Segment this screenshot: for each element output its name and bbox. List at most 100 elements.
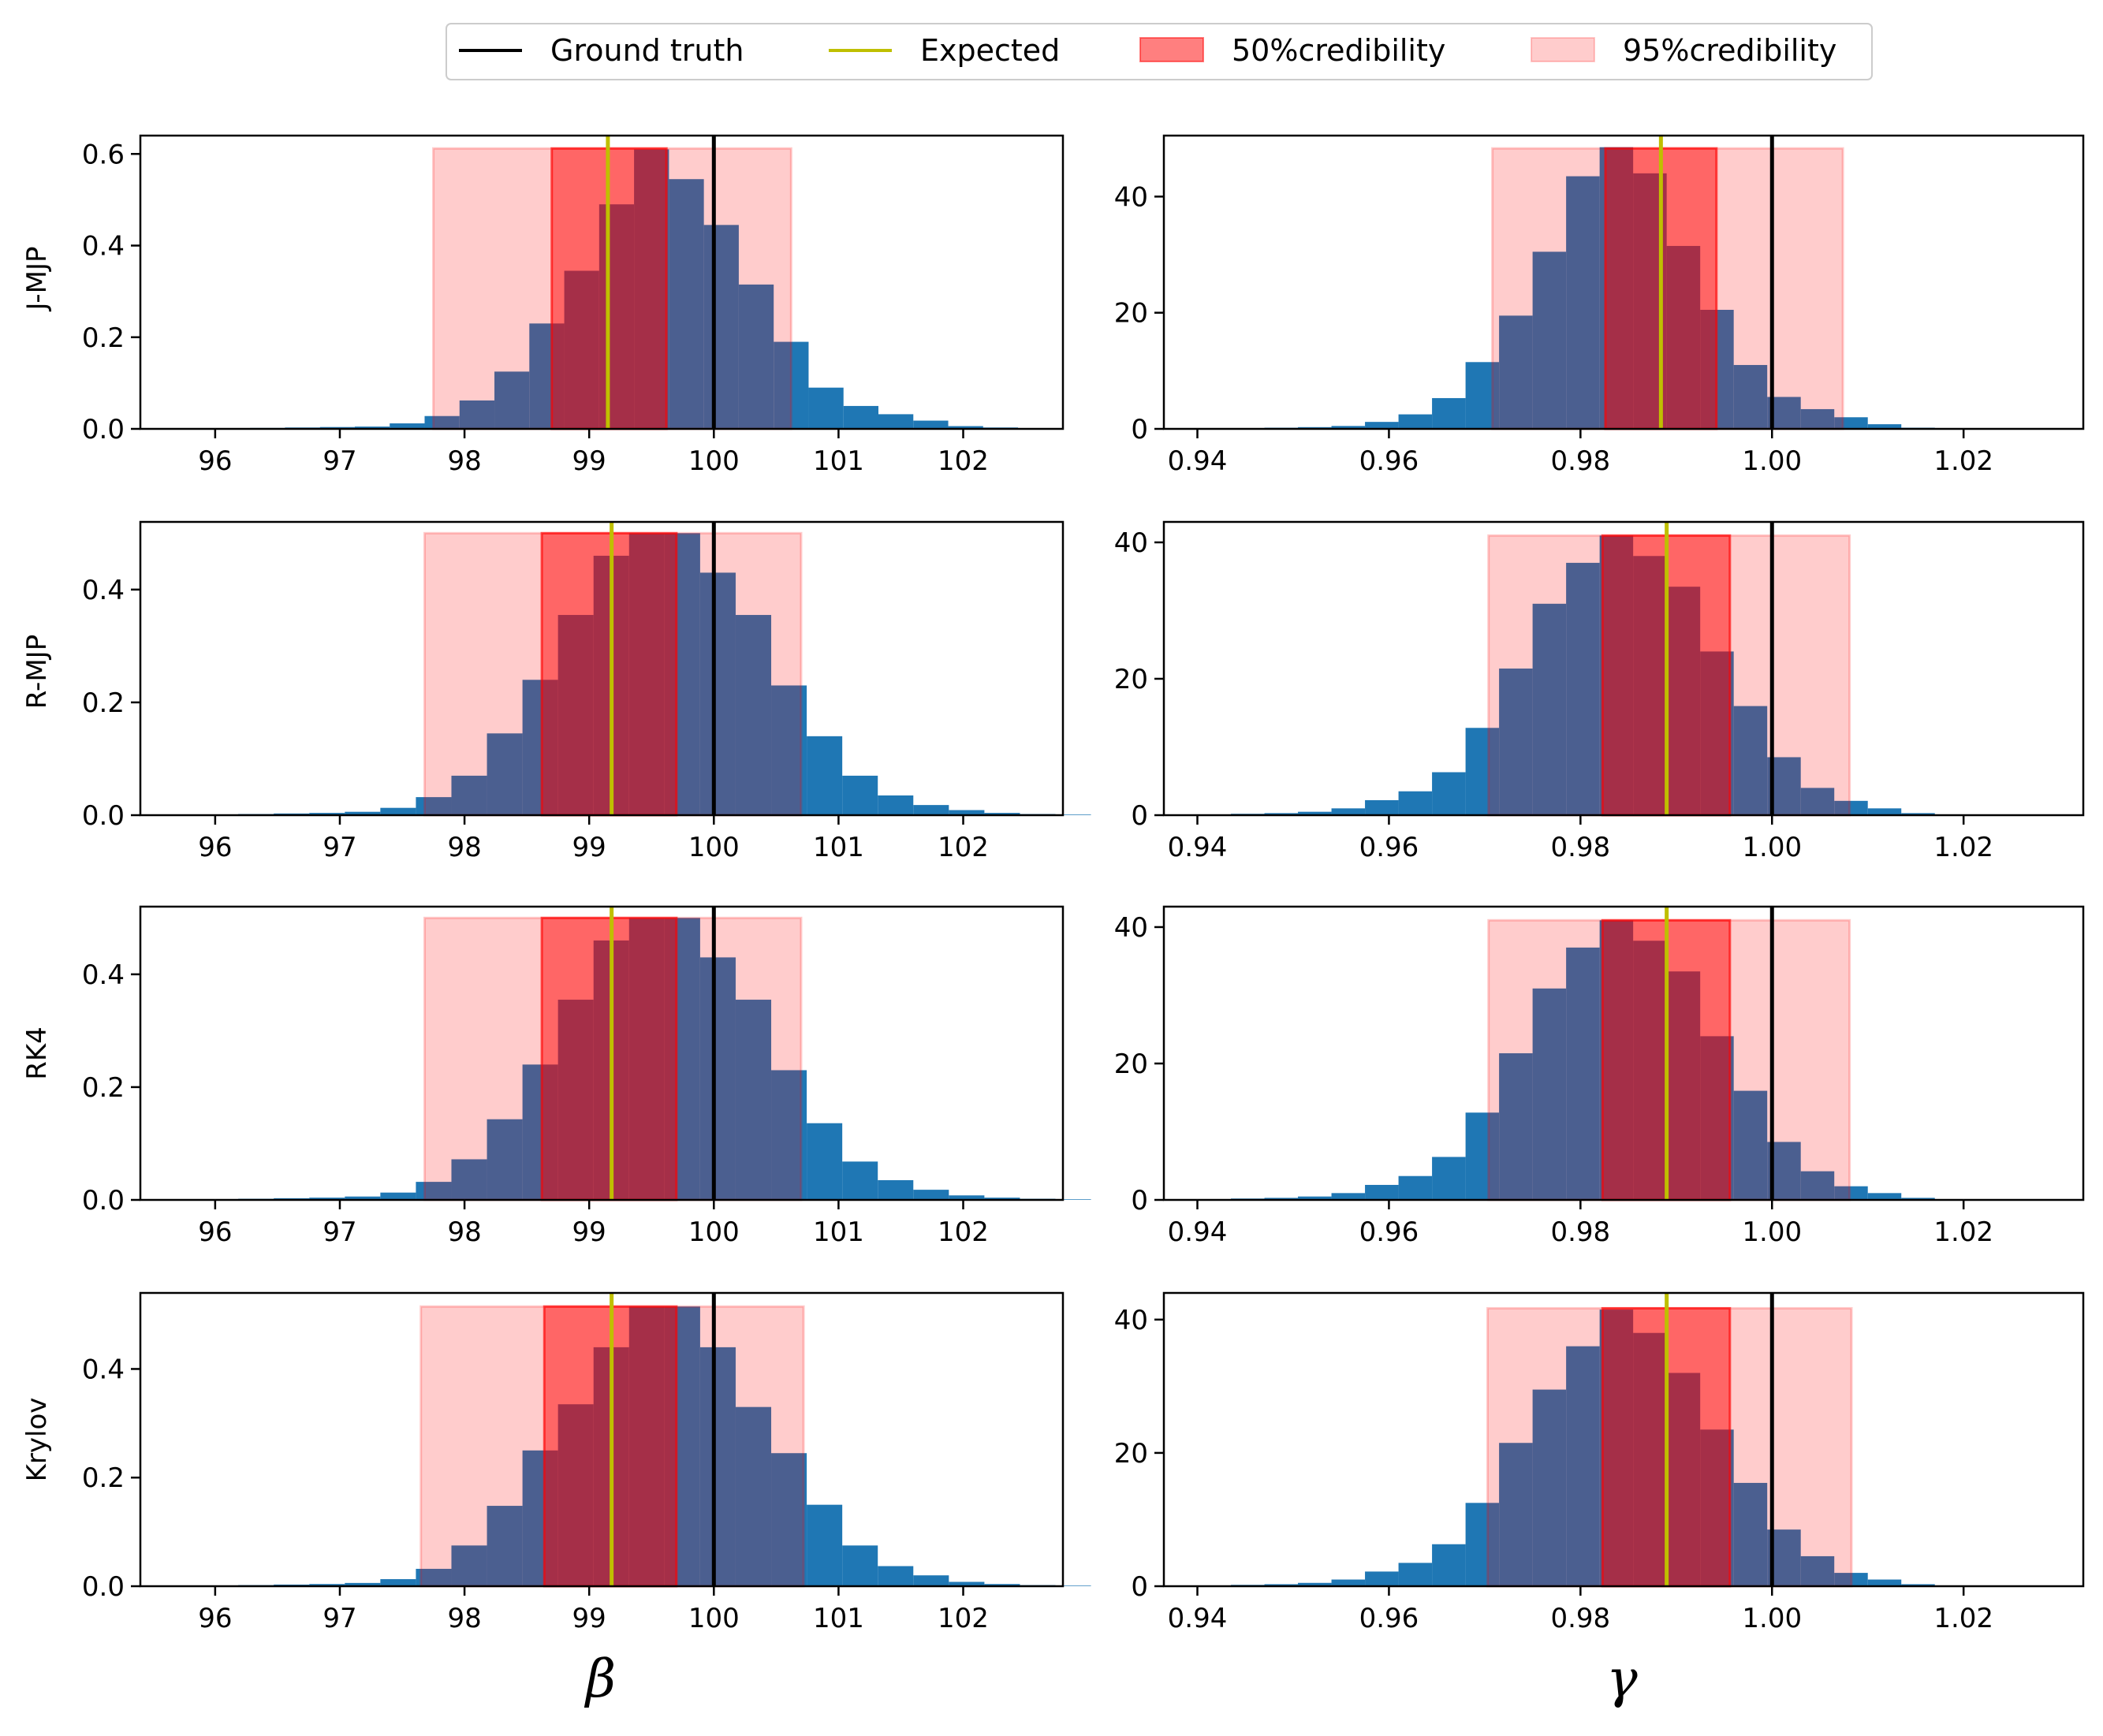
histogram-bar <box>669 179 704 429</box>
y-tick-label: 0.0 <box>82 1185 125 1216</box>
histogram-bar <box>1331 426 1366 429</box>
x-tick-label: 99 <box>572 445 606 477</box>
y-tick-label: 0.4 <box>82 231 125 263</box>
panel-jmjp-gamma: 0.94 0.96 0.98 1.00 1.02 0 20 40 <box>1114 134 2085 477</box>
histogram-bar <box>1867 1579 1902 1586</box>
histogram-bar <box>1432 1157 1466 1200</box>
x-tick-label: 96 <box>198 1216 232 1248</box>
row-label-rmjp: R-MJP <box>21 635 53 709</box>
y-tick-label: 0.2 <box>82 1072 125 1104</box>
legend-expected-label: Expected <box>920 33 1060 68</box>
histogram-bar <box>842 1545 878 1586</box>
x-tick-label: 96 <box>198 832 232 863</box>
histogram-bar <box>487 1119 523 1200</box>
histogram-bar <box>1532 988 1567 1200</box>
legend-cred50-label: 50%credibility <box>1232 33 1445 68</box>
x-tick-label: 0.94 <box>1168 832 1228 863</box>
axes-frame <box>1162 905 2085 1201</box>
histogram-bar <box>807 1504 843 1586</box>
axes-frame <box>1162 520 2085 817</box>
histogram-bar <box>459 400 495 429</box>
histogram-bar <box>1055 1199 1091 1200</box>
x-tick-label: 99 <box>572 832 606 863</box>
histogram-bar <box>1901 1584 1935 1586</box>
x-tick-label: 0.94 <box>1168 1603 1228 1634</box>
histogram-bar <box>1499 669 1533 815</box>
x-tick-label: 0.98 <box>1550 1603 1610 1634</box>
histogram-bar <box>913 805 949 815</box>
x-tick-label: 0.98 <box>1550 1216 1610 1248</box>
axes-frame <box>139 1291 1065 1588</box>
histogram-bar <box>1465 728 1500 815</box>
axes-frame <box>1162 1291 2085 1588</box>
axes-frame <box>139 905 1065 1201</box>
x-tick-label: 1.02 <box>1933 445 1993 477</box>
x-tick-label: 0.98 <box>1550 445 1610 477</box>
histogram-bar <box>1264 1584 1299 1586</box>
histogram-bar <box>1566 176 1600 429</box>
legend-ground-truth-label: Ground truth <box>550 33 744 68</box>
histogram-bar <box>1331 1579 1366 1586</box>
histogram-bar <box>735 615 772 815</box>
row-label-jmjp: J-MJP <box>21 247 53 312</box>
panel-rk4-beta: 96 97 98 99 100 101 102 0.0 0.2 0.4 <box>82 905 1091 1248</box>
x-tick-label: 102 <box>938 1216 989 1248</box>
axes-frame <box>139 134 1065 430</box>
y-tick-label: 0.4 <box>82 575 125 606</box>
histogram-bar <box>309 813 345 815</box>
histogram-bar <box>1867 1193 1902 1200</box>
legend-cred95-swatch <box>1531 37 1595 62</box>
histogram-bar <box>1432 397 1466 429</box>
histogram-bar <box>1499 1053 1533 1200</box>
legend: Ground truth Expected 50%credibility 95%… <box>446 23 1873 80</box>
histogram-bar <box>345 1582 381 1586</box>
row-label-krylov: Krylov <box>21 1398 53 1482</box>
axes-frame <box>1162 134 2085 430</box>
histogram-bar <box>842 775 878 815</box>
y-tick-label: 40 <box>1114 181 1148 213</box>
x-tick-label: 99 <box>572 1603 606 1634</box>
histogram-bar <box>1298 811 1332 815</box>
histogram-bar <box>808 387 844 429</box>
histogram-bar <box>380 1192 416 1200</box>
legend-cred50-swatch <box>1139 37 1204 62</box>
histogram-bar <box>1499 1443 1533 1586</box>
histogram-bar <box>1055 814 1091 815</box>
x-tick-label: 97 <box>323 1603 356 1634</box>
histogram-bar <box>878 1566 914 1586</box>
histogram-bar <box>354 427 390 429</box>
histogram-bar <box>878 414 914 429</box>
histogram-bar <box>1867 424 1902 429</box>
histogram-bar <box>949 810 985 815</box>
histogram-bar <box>842 1161 878 1200</box>
histogram-bar <box>1432 772 1466 815</box>
histogram-bar <box>1532 1389 1567 1586</box>
histogram-bar <box>1800 788 1835 815</box>
histogram-bar <box>1465 362 1500 429</box>
histogram-bar <box>1398 1175 1433 1200</box>
histogram-bar <box>1465 1112 1500 1200</box>
y-tick-label: 0 <box>1131 414 1148 445</box>
histogram-bar <box>1867 808 1902 815</box>
histogram-bar <box>913 1575 949 1586</box>
y-tick-label: 0 <box>1131 1571 1148 1603</box>
histogram-bar <box>1365 422 1399 429</box>
histogram-bar <box>771 1453 807 1586</box>
x-tick-label: 98 <box>447 1216 481 1248</box>
x-tick-label: 0.96 <box>1359 1216 1419 1248</box>
histogram-bar <box>380 1579 416 1586</box>
panel-jmjp-beta: 96 97 98 99 100 101 102 0.0 0.2 0.4 0.6 <box>82 134 1065 477</box>
histogram-bar <box>699 1347 736 1586</box>
histogram-bar <box>1331 808 1366 815</box>
panel-rmjp-gamma: 0.94 0.96 0.98 1.00 1.02 0 20 40 <box>1114 520 2085 863</box>
histogram-bar <box>487 733 523 815</box>
histogram-bar <box>1331 1193 1366 1200</box>
histogram-bar <box>948 426 983 429</box>
histogram-bar <box>451 1159 487 1200</box>
panel-rmjp-beta: 96 97 98 99 100 101 102 0.0 0.2 0.4 <box>82 520 1091 863</box>
histogram-bar <box>309 1584 345 1586</box>
y-tick-label: 0.6 <box>82 139 125 170</box>
y-tick-label: 20 <box>1114 1049 1148 1080</box>
histogram-bar <box>807 736 843 815</box>
histogram-bar <box>451 1545 487 1586</box>
